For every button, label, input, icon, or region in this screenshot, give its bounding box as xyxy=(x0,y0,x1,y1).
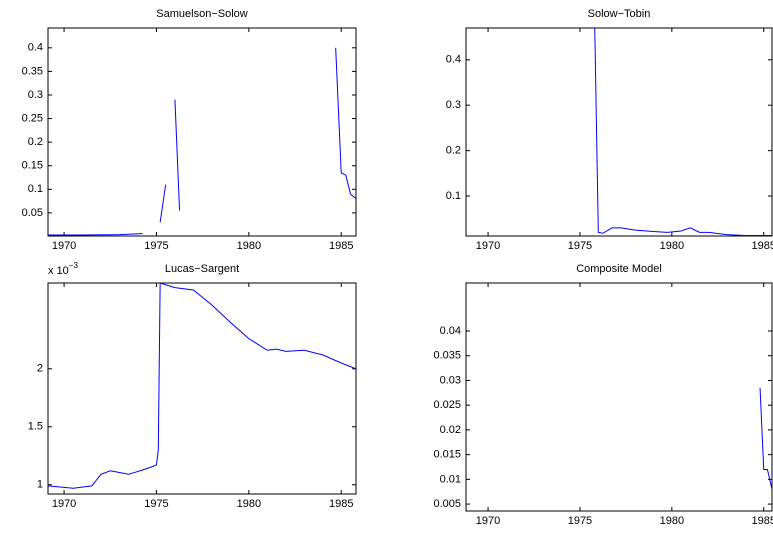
x-tick-label: 1970 xyxy=(52,498,76,510)
y-tick-label: 0.4 xyxy=(446,54,461,66)
y-tick-label: 0.2 xyxy=(28,136,43,148)
y-tick-label: 1.5 xyxy=(28,421,43,433)
subplot: Composite Model 1970 1975 1980 1985 0.005 0.01… xyxy=(433,263,773,527)
axes-box xyxy=(465,282,773,512)
y-tick-label: 0.15 xyxy=(22,160,43,172)
y-tick-label: 0.015 xyxy=(433,449,461,461)
x-tick-label: 1985 xyxy=(751,240,773,252)
x-tick-label: 1980 xyxy=(237,498,261,510)
y-tick-label: 0.01 xyxy=(440,473,461,485)
axes-box xyxy=(47,27,357,237)
data-line xyxy=(594,28,772,236)
x-tick-label: 1975 xyxy=(568,240,592,252)
data-line xyxy=(48,47,356,236)
subplot: Solow−Tobin 1970 1975 1980 1985 0.1 0.2 0.3 0.4 xyxy=(446,8,773,252)
y-tick-label: 0.02 xyxy=(440,424,461,436)
y-exponent-power: −3 xyxy=(69,261,79,270)
y-tick-label: 0.04 xyxy=(440,325,461,337)
subplot-title: Samuelson−Solow xyxy=(156,8,247,20)
x-tick-label: 1970 xyxy=(476,515,500,527)
subplot-title: Solow−Tobin xyxy=(588,8,651,20)
y-tick-label: 0.2 xyxy=(446,145,461,157)
axes-box xyxy=(47,282,357,495)
y-exponent-base: x 10 xyxy=(48,265,69,277)
x-tick-label: 1975 xyxy=(144,240,168,252)
y-tick-label: 0.05 xyxy=(22,207,43,219)
x-tick-label: 1975 xyxy=(144,498,168,510)
x-tick-label: 1980 xyxy=(237,240,261,252)
y-tick-label: 0.025 xyxy=(433,399,461,411)
y-tick-label: 0.1 xyxy=(28,183,43,195)
subplot: Samuelson−Solow 1970 1975 1980 1985 0.05 0.1 0.… xyxy=(22,8,357,252)
x-tick-label: 1980 xyxy=(660,515,684,527)
y-tick-label: 0.005 xyxy=(433,498,461,510)
y-tick-label: 2 xyxy=(37,363,43,375)
y-tick-label: 0.3 xyxy=(28,89,43,101)
x-tick-label: 1980 xyxy=(660,240,684,252)
x-tick-label: 1985 xyxy=(329,498,353,510)
x-tick-label: 1975 xyxy=(568,515,592,527)
subplot: Lucas−Sargent x 10−3 1970 1975 1980 1985 1 1.5 2 xyxy=(28,261,357,510)
y-tick-label: 0.035 xyxy=(433,350,461,362)
data-line xyxy=(48,283,356,489)
subplot-title: Lucas−Sargent xyxy=(165,263,239,275)
x-tick-label: 1970 xyxy=(476,240,500,252)
y-exponent: x 10−3 xyxy=(48,261,78,277)
y-tick-label: 0.25 xyxy=(22,112,43,124)
y-tick-label: 0.4 xyxy=(28,42,43,54)
x-tick-label: 1985 xyxy=(329,240,353,252)
axes-box xyxy=(465,27,773,237)
subplot-title: Composite Model xyxy=(576,263,662,275)
y-tick-label: 1 xyxy=(37,479,43,491)
y-tick-label: 0.35 xyxy=(22,65,43,77)
x-tick-label: 1970 xyxy=(52,240,76,252)
x-tick-label: 1985 xyxy=(751,515,773,527)
y-tick-label: 0.03 xyxy=(440,374,461,386)
y-tick-label: 0.3 xyxy=(446,99,461,111)
data-line xyxy=(759,387,772,490)
y-tick-label: 0.1 xyxy=(446,190,461,202)
